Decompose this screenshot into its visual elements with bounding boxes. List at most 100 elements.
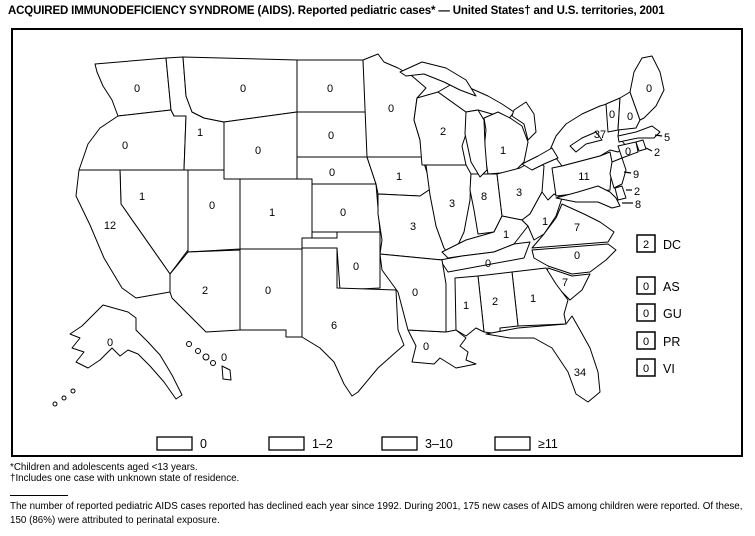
legend-swatch-3-10 [381,436,418,451]
territory-box-as [636,276,656,295]
state-va [531,203,615,249]
value-nv: 1 [139,191,145,203]
legend-swatch-11plus [494,436,531,451]
legend-swatch-0 [156,436,193,451]
territory-box-pr [636,331,656,350]
state-ca [75,169,171,299]
state-ak [69,304,183,400]
lakes-layer [399,61,603,178]
value-az: 2 [202,285,208,297]
value-wy: 0 [255,145,261,157]
value-ok: 0 [353,261,359,273]
callouts-layer: 5 2 9 2 8 [622,132,670,211]
legend-label-11plus: ≥11 [538,437,558,451]
value-sd: 0 [328,130,334,142]
state-hi-island [195,348,201,354]
value-fl: 34 [574,367,586,379]
state-hi-island [210,360,216,366]
value-wv: 1 [542,216,548,228]
value-de: 2 [634,186,640,198]
state-ga [511,267,569,327]
footnote-unknown-state: †Includes one case with unknown state of… [10,473,240,484]
value-va: 7 [574,222,580,234]
state-hi-island [202,353,210,361]
value-oh: 3 [516,187,522,199]
aleutian-island [61,395,67,401]
state-nh [617,91,641,131]
state-nc [531,243,617,275]
value-ca: 12 [104,220,116,232]
territory-label-vi: VI [663,362,675,376]
legend-label-0: 0 [200,437,207,451]
state-values-layer: 0 0 1 0 0 1 0 1 2 0 12 0 0 0 0 0 6 0 1 3… [104,83,652,379]
value-nm: 0 [265,285,271,297]
value-tx: 6 [331,320,337,332]
figure-title: ACQUIRED IMMUNODEFICIENCY SYNDROME (AIDS… [8,5,665,17]
value-ms: 1 [463,300,469,312]
value-dc: 2 [643,239,649,251]
value-la: 0 [423,341,429,353]
value-nh: 0 [627,111,633,123]
state-ri [635,139,647,152]
callout-line-ri [645,147,653,152]
territory-box-dc [636,234,656,253]
territory-label-gu: GU [663,307,682,321]
state-tn [439,241,531,273]
territory-box-gu [636,303,656,322]
territory-label-pr: PR [663,335,680,349]
legend: 0 1–2 3–10 ≥11 [156,436,558,451]
value-me: 0 [646,83,652,95]
value-ga: 1 [530,293,536,305]
aleutian-island [52,401,58,407]
footnote-divider [10,495,68,496]
state-tx [301,247,405,397]
callout-line-nj [623,171,632,174]
value-mn: 0 [388,103,394,115]
value-hi: 0 [221,352,227,364]
lake-huron [511,101,537,141]
value-nj: 9 [633,169,639,181]
lake-erie [521,147,559,171]
value-ar: 0 [412,287,418,299]
value-ri: 2 [654,147,660,159]
territory-label-as: AS [663,280,680,294]
value-vt: 0 [609,109,615,121]
value-pr: 0 [643,336,649,348]
value-sc: 7 [562,277,568,289]
value-ks: 0 [340,207,346,219]
value-mt: 0 [240,83,246,95]
territory-panel: 2 DC 0 AS 0 GU 0 PR 0 VI [636,234,682,377]
state-hi-island [186,341,192,347]
value-ia: 1 [396,171,402,183]
lake-superior [399,61,477,97]
state-la [407,329,477,369]
value-id: 1 [197,127,203,139]
value-ct: 0 [625,146,631,158]
value-co: 1 [269,207,275,219]
legend-swatch-1-2 [268,436,305,451]
legend-label-1-2: 1–2 [312,437,333,451]
state-pa [551,151,613,197]
value-wa: 0 [134,83,140,95]
state-hi-bigisland [221,365,232,381]
state-co [239,178,313,250]
value-ne: 0 [329,167,335,179]
value-or: 0 [122,140,128,152]
value-gu: 0 [643,308,649,320]
state-or [78,109,187,171]
states-layer [52,53,665,407]
value-nc: 0 [574,250,580,262]
value-ma: 5 [664,132,670,144]
territory-box-vi [636,358,656,377]
state-ar [379,253,447,333]
state-fl [485,315,601,403]
footnote-children: *Children and adolescents aged <13 years… [10,462,198,473]
state-ct [617,141,639,159]
lake-ontario [569,131,603,153]
legend-label-3-10: 3–10 [425,437,453,451]
state-de [614,185,627,201]
state-nj [609,157,627,189]
value-vi: 0 [643,363,649,375]
value-in: 8 [481,191,487,203]
value-wi: 2 [440,126,446,138]
